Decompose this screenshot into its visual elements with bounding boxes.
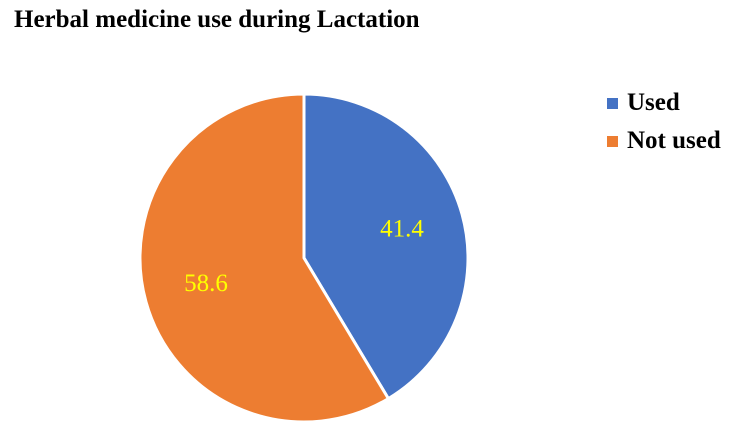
legend-item-used: Used: [607, 84, 721, 122]
data-label-used: 41.4: [380, 216, 424, 243]
legend-swatch-used: [607, 97, 618, 109]
chart-title: Herbal medicine use during Lactation: [14, 6, 420, 33]
pie-slice-used: [302, 92, 470, 401]
legend-label-not-used: Not used: [627, 127, 721, 154]
legend-item-not-used: Not used: [607, 122, 721, 160]
data-label-not-used: 58.6: [184, 270, 228, 297]
legend: Used Not used: [607, 84, 721, 160]
legend-swatch-not-used: [607, 135, 618, 147]
pie-slice-not-used: [138, 92, 390, 424]
legend-label-used: Used: [627, 89, 680, 116]
